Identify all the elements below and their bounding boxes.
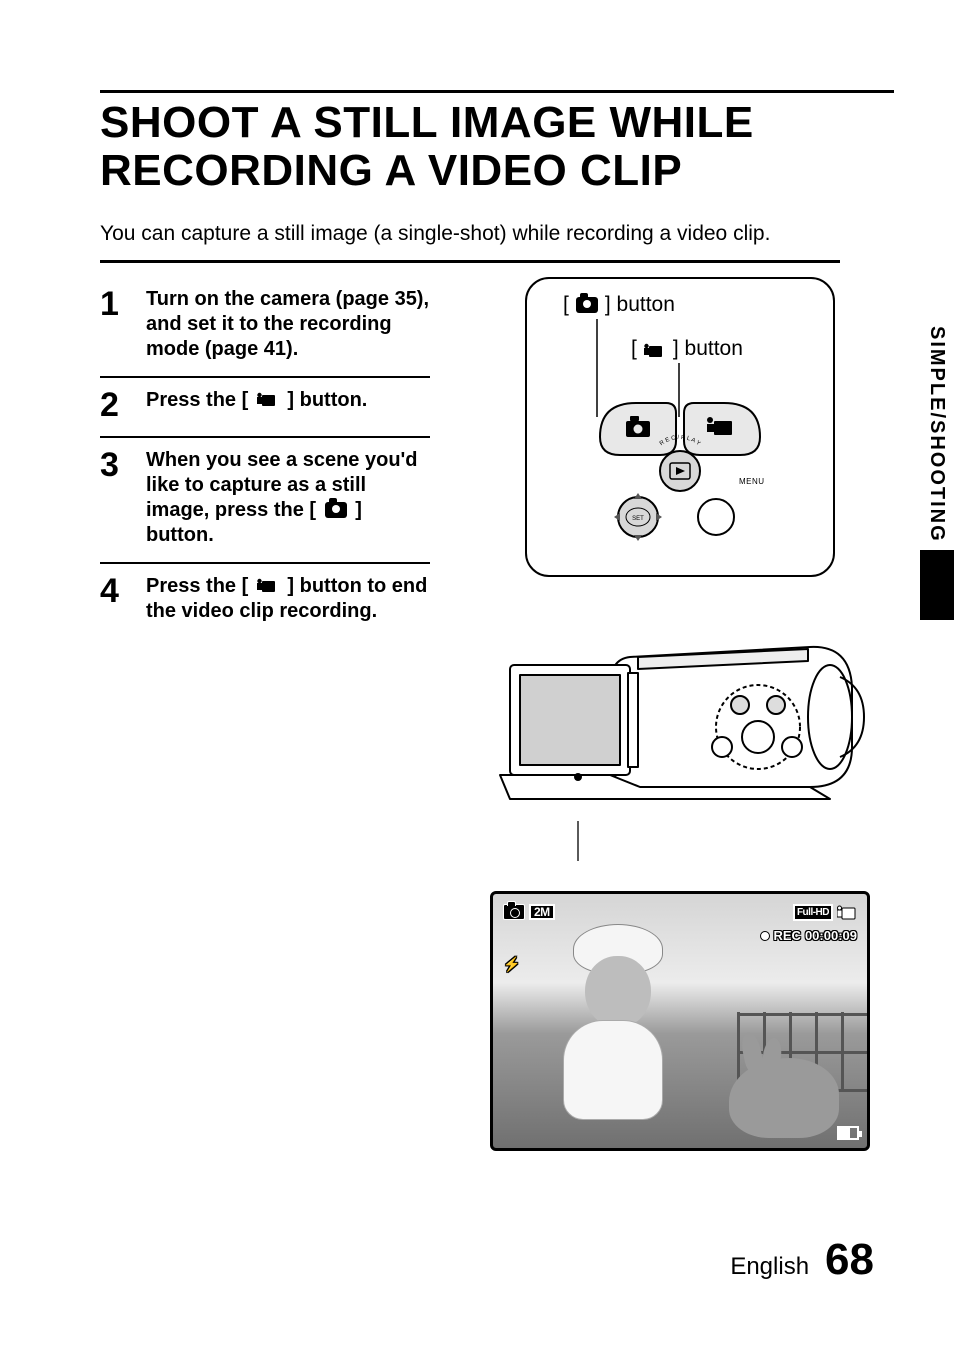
step-3: 3 When you see a scene you'd like to cap…: [100, 438, 430, 564]
pointer-line-to-lcd: [490, 821, 870, 861]
step-text: When you see a scene you'd like to captu…: [146, 448, 430, 548]
lcd-rec-indicator: REC 00:00:09: [760, 928, 858, 943]
lcd-pointer-dot: [574, 773, 582, 781]
camcorder-illustration: [490, 587, 870, 827]
resolution-badge: 2M: [529, 904, 555, 920]
video-icon: [257, 576, 279, 592]
step-4: 4 Press the [ ] button to end the video …: [100, 564, 430, 638]
fullhd-badge: Full-HD: [793, 904, 833, 921]
video-icon: [257, 390, 279, 406]
battery-icon: [837, 1126, 859, 1140]
step-1: 1 Turn on the camera (page 35), and set …: [100, 277, 430, 378]
step-2: 2 Press the [ ] button.: [100, 378, 430, 438]
lcd-screen: 2M Full-HD REC 00:00:09 ⚡: [490, 891, 870, 1151]
camera-icon: [503, 904, 525, 920]
rec-label: REC: [774, 928, 801, 943]
scene-face: [585, 956, 651, 1028]
set-label: SET: [632, 516, 644, 522]
steps-column: 1 Turn on the camera (page 35), and set …: [100, 277, 430, 1151]
step-text: Press the [ ] button.: [146, 388, 367, 422]
timecode: 00:00:09: [805, 928, 857, 943]
step-text-b: ] button.: [287, 389, 367, 411]
camera-icon: [325, 502, 347, 518]
page-number: 68: [825, 1235, 874, 1285]
rec-dot-icon: [760, 931, 770, 941]
flash-icon: ⚡: [503, 956, 520, 973]
step-text: Turn on the camera (page 35), and set it…: [146, 287, 430, 362]
step-number: 2: [100, 388, 126, 422]
page-title: SHOOT A STILL IMAGE WHILE RECORDING A VI…: [100, 99, 894, 194]
step-number: 4: [100, 574, 126, 624]
step-text-a: When you see a scene you'd like to captu…: [146, 449, 418, 521]
intro-text: You can capture a still image (a single-…: [100, 222, 894, 246]
footer-language: English: [730, 1253, 809, 1281]
step-number: 1: [100, 287, 126, 362]
controls-cluster: R E C / P L A Y SET: [580, 389, 780, 559]
step-text-a: Press the [: [146, 575, 248, 597]
step-text-a: Press the [: [146, 389, 248, 411]
step-text: Press the [ ] button to end the video cl…: [146, 574, 430, 624]
illustration-column: [ ] button [ ] button: [466, 277, 894, 1151]
lcd-still-mode: 2M: [503, 904, 555, 920]
scene-body: [563, 1020, 663, 1120]
video-icon: [837, 905, 857, 921]
button-diagram: [ ] button [ ] button: [525, 277, 835, 577]
section-tab-label: SIMPLE/SHOOTING: [925, 326, 948, 543]
step-number: 3: [100, 448, 126, 548]
page-footer: English 68: [730, 1235, 874, 1285]
scene-rabbit: [729, 1058, 839, 1138]
menu-label: MENU: [739, 477, 765, 486]
lcd-video-mode: Full-HD: [793, 904, 857, 921]
